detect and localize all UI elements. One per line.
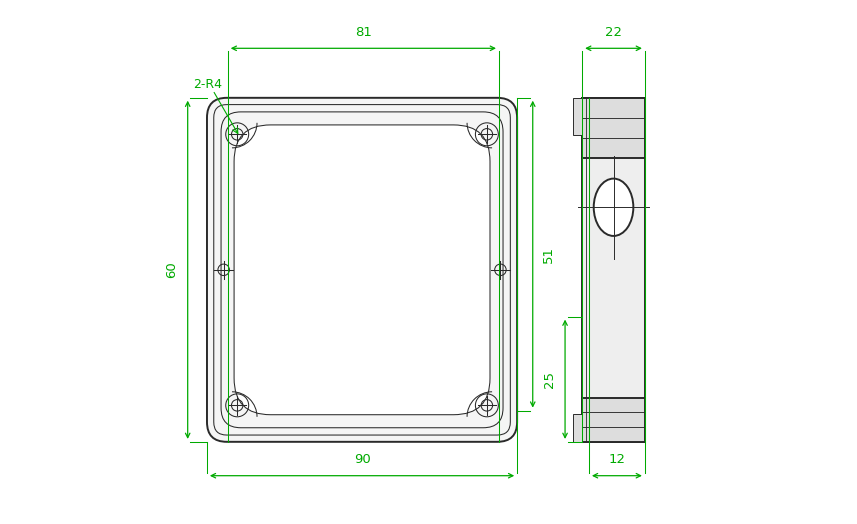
Text: 12: 12	[608, 453, 626, 466]
FancyBboxPatch shape	[234, 125, 490, 414]
Bar	[572, 414, 582, 442]
Text: 51: 51	[542, 246, 555, 263]
Bar	[582, 398, 644, 442]
FancyBboxPatch shape	[207, 98, 517, 442]
Text: 2-R4: 2-R4	[193, 78, 222, 91]
Text: 90: 90	[354, 453, 370, 466]
Text: 81: 81	[355, 26, 372, 39]
Bar	[582, 98, 644, 442]
Bar	[582, 98, 644, 158]
Bar	[572, 98, 582, 135]
Text: 60: 60	[165, 261, 178, 278]
Ellipse shape	[594, 179, 633, 236]
Text: 22: 22	[605, 26, 622, 39]
Text: 25: 25	[542, 371, 555, 388]
